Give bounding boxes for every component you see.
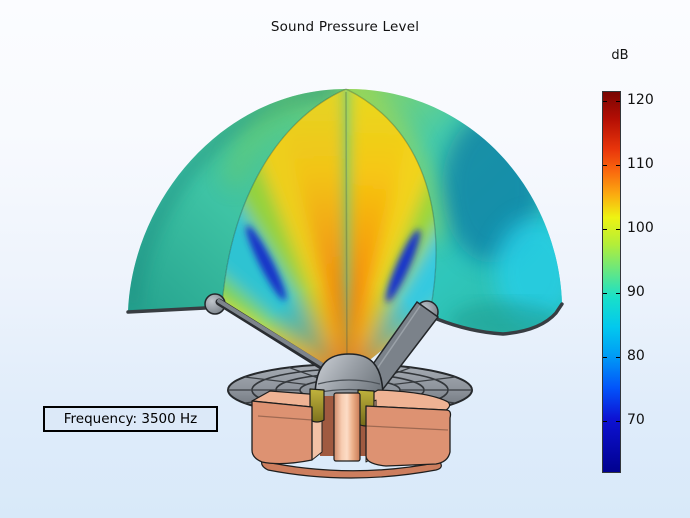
dome-base-rim xyxy=(126,302,564,336)
colorbar-tick-label: 120 xyxy=(627,92,654,108)
pole-piece xyxy=(333,392,361,462)
colorbar-tick-mark xyxy=(603,357,607,359)
magnet-block-right xyxy=(365,405,452,467)
magnet-block-left xyxy=(251,400,313,465)
colorbar-tick-mark xyxy=(616,293,620,295)
colorbar-tick-mark xyxy=(603,421,607,423)
frequency-annotation-box: Frequency: 3500 Hz xyxy=(43,406,218,432)
colorbar-tick-mark xyxy=(603,165,607,167)
colorbar-tick-mark xyxy=(603,229,607,231)
plot-title: Sound Pressure Level xyxy=(270,19,420,35)
colorbar-tick-mark xyxy=(616,101,620,103)
frequency-label: Frequency: 3500 Hz xyxy=(63,411,198,427)
magnet-bottom-plate xyxy=(261,460,442,479)
colorbar-tick-mark xyxy=(616,229,620,231)
cut-plane-seam xyxy=(345,91,348,377)
colorbar-tick-label: 100 xyxy=(627,220,654,236)
colorbar xyxy=(602,91,621,473)
colorbar-tick-mark xyxy=(603,101,607,103)
colorbar-tick-mark xyxy=(616,421,620,423)
spl-null-streak-right xyxy=(385,229,421,303)
colorbar-gradient xyxy=(603,92,620,472)
colorbar-tick-label: 110 xyxy=(627,156,654,172)
spl-null-streak-left xyxy=(246,225,286,301)
cut-edge-right xyxy=(345,88,437,313)
colorbar-tick-label: 80 xyxy=(627,348,645,364)
colorbar-tick-label: 70 xyxy=(627,412,645,428)
colorbar-tick-mark xyxy=(616,357,620,359)
cut-edge-left xyxy=(221,88,347,307)
magnet-assembly xyxy=(251,388,452,479)
colorbar-tick-mark xyxy=(603,293,607,295)
colorbar-unit-label: dB xyxy=(611,48,629,63)
colorbar-tick-label: 90 xyxy=(627,284,645,300)
colorbar-tick-mark xyxy=(616,165,620,167)
